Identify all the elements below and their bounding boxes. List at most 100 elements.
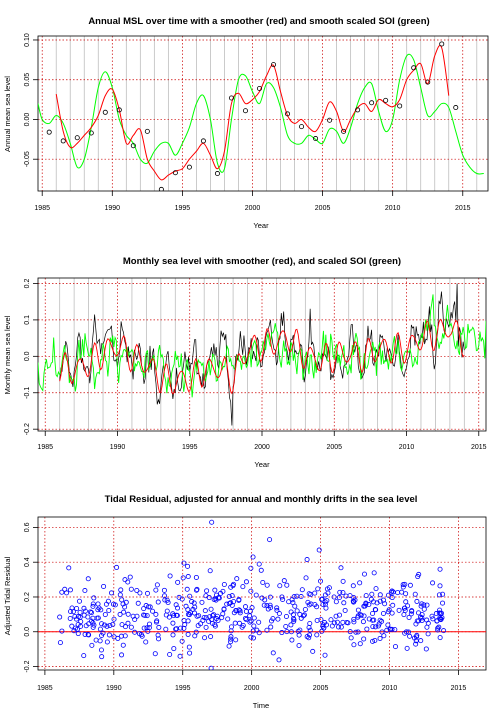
residual-point (436, 624, 442, 630)
x-tick-label: 2000 (245, 205, 261, 212)
residual-point (98, 607, 104, 613)
residual-point (67, 587, 73, 593)
residual-point (318, 578, 324, 584)
x-tick-label: 1995 (175, 685, 191, 692)
residual-point (400, 584, 406, 590)
residual-point (294, 608, 300, 614)
residual-point (335, 624, 341, 630)
residual-point (118, 633, 124, 639)
residual-point (86, 632, 92, 638)
annual-msl-point (397, 103, 403, 109)
axes: 1985 1990 1995 2000 2005 2010 2015 -0.2 0.0 0.2 0.… (24, 516, 487, 692)
residual-point (153, 587, 159, 593)
residual-point (435, 625, 441, 631)
annual-msl-point (327, 117, 333, 123)
residual-point (97, 626, 103, 632)
residual-point (297, 611, 303, 617)
annual-msl-point (341, 128, 347, 134)
residual-point (102, 612, 108, 618)
residual-point (350, 583, 356, 589)
residual-point (221, 606, 227, 612)
residual-point (248, 618, 254, 624)
residual-point (122, 604, 128, 610)
residual-point (373, 624, 379, 630)
residual-point (164, 597, 170, 603)
residual-point (72, 614, 78, 620)
residual-point (82, 588, 88, 594)
residual-point (171, 646, 177, 652)
residual-point (120, 642, 126, 648)
annual-msl-point (271, 62, 277, 68)
residual-point (114, 564, 120, 570)
residual-point (150, 608, 156, 614)
residual-point (203, 615, 209, 621)
residual-point (340, 578, 346, 584)
residual-point (181, 625, 187, 631)
residual-point (315, 586, 321, 592)
residual-point (296, 632, 302, 638)
residual-point (100, 630, 106, 636)
residual-point (267, 537, 273, 543)
annual-msl-point (102, 109, 108, 115)
y-tick-label: 0.05 (24, 73, 31, 87)
residual-point (118, 587, 124, 593)
residual-point (90, 603, 96, 609)
residual-point (424, 624, 430, 630)
residual-point (399, 589, 405, 595)
residual-point (141, 612, 147, 618)
x-tick-label: 2015 (455, 205, 471, 212)
x-tick-label: 2000 (254, 444, 270, 451)
annual-msl-point (130, 143, 136, 149)
x-tick-label: 2005 (315, 205, 331, 212)
residual-point (301, 612, 307, 618)
residual-point (179, 638, 185, 644)
residual-point (347, 593, 353, 599)
residual-point (218, 590, 224, 596)
residual-point (108, 590, 114, 596)
residual-point (170, 632, 176, 638)
residual-point (283, 613, 289, 619)
residual-point (185, 574, 191, 580)
residual-point (232, 620, 238, 626)
residual-point (390, 589, 396, 595)
residual-point (267, 594, 273, 600)
panel-1-ylabel: Annual mean sea level (3, 76, 12, 152)
residual-point (228, 636, 234, 642)
residual-point (57, 614, 63, 620)
residual-point (248, 565, 254, 571)
residual-point (389, 626, 395, 632)
y-tick-label: 0.0 (24, 351, 31, 361)
residual-point (403, 599, 409, 605)
residual-point (77, 609, 83, 615)
residual-point (280, 596, 286, 602)
residual-point (396, 607, 402, 613)
residual-point (243, 617, 249, 623)
axes: 1985 1990 1995 2000 2005 2010 2015 -0.05 0.00 0.0… (24, 33, 489, 212)
residual-point (167, 652, 173, 658)
residual-point (134, 587, 140, 593)
residual-point (81, 605, 87, 611)
residual-point (66, 565, 72, 571)
residual-point (377, 592, 383, 598)
annual-msl-point (214, 171, 220, 177)
residual-point (170, 611, 176, 617)
residual-point (231, 599, 237, 605)
residual-point (170, 620, 176, 626)
y-tick-label: 0.4 (24, 557, 31, 567)
residual-point (433, 611, 439, 617)
residual-point (424, 617, 430, 623)
residual-point (264, 582, 270, 588)
residual-point (162, 597, 168, 603)
annual-msl-panel: Annual MSL over time with a smoother (re… (3, 16, 489, 230)
residual-point (297, 627, 303, 633)
residual-point (338, 624, 344, 630)
residual-point (226, 593, 232, 599)
residual-point (237, 610, 243, 616)
residual-point (390, 602, 396, 608)
residual-point (370, 610, 376, 616)
residual-point (384, 627, 390, 633)
residual-point (251, 615, 257, 621)
residual-point (81, 653, 87, 659)
residual-point (75, 621, 81, 627)
residual-point (268, 605, 274, 611)
